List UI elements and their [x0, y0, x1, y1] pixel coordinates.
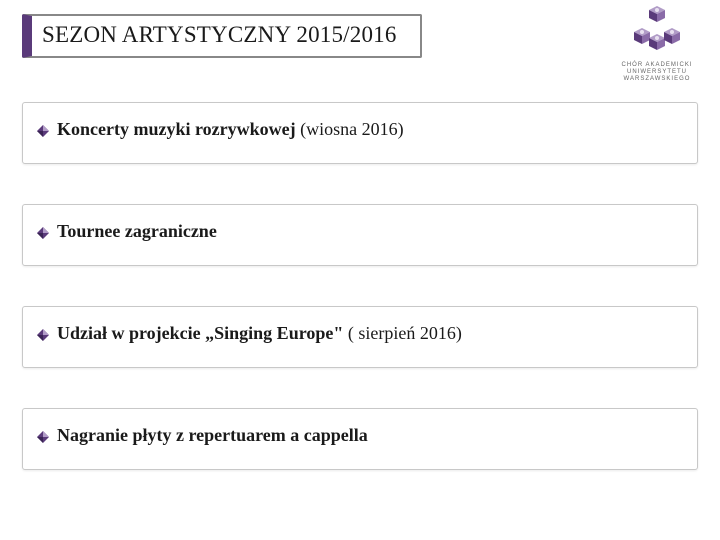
bullet-row: Koncerty muzyki rozrywkowej (wiosna 2016…	[37, 119, 683, 141]
item-text: Udział w projekcie „Singing Europe" ( si…	[57, 323, 462, 345]
list-item: Nagranie płyty z repertuarem a cappella	[22, 408, 698, 470]
bullet-row: Udział w projekcie „Singing Europe" ( si…	[37, 323, 683, 345]
diamond-bullet-icon	[37, 430, 49, 442]
item-bold: Udział w projekcie „Singing Europe"	[57, 323, 343, 343]
list-item: Koncerty muzyki rozrywkowej (wiosna 2016…	[22, 102, 698, 164]
item-text: Koncerty muzyki rozrywkowej (wiosna 2016…	[57, 119, 404, 141]
item-bold: Tournee zagraniczne	[57, 221, 217, 241]
logo-text: CHÓR AKADEMICKI UNIWERSYTETU WARSZAWSKIE…	[612, 62, 702, 84]
logo-line-3: WARSZAWSKIEGO	[612, 76, 702, 83]
item-text: Nagranie płyty z repertuarem a cappella	[57, 425, 368, 447]
diamond-bullet-icon	[37, 226, 49, 238]
diamond-bullet-icon	[37, 124, 49, 136]
page-title: SEZON ARTYSTYCZNY 2015/2016	[42, 22, 397, 47]
logo-cubes-icon	[612, 6, 702, 62]
bullet-row: Nagranie płyty z repertuarem a cappella	[37, 425, 683, 447]
item-text: Tournee zagraniczne	[57, 221, 217, 243]
item-rest: ( sierpień 2016)	[343, 323, 461, 343]
title-box: SEZON ARTYSTYCZNY 2015/2016	[22, 14, 422, 58]
logo: CHÓR AKADEMICKI UNIWERSYTETU WARSZAWSKIE…	[612, 6, 702, 84]
item-rest: (wiosna 2016)	[296, 119, 404, 139]
item-bold: Nagranie płyty z repertuarem a cappella	[57, 425, 368, 445]
logo-line-1: CHÓR AKADEMICKI	[612, 62, 702, 69]
logo-line-2: UNIWERSYTETU	[612, 69, 702, 76]
bullet-row: Tournee zagraniczne	[37, 221, 683, 243]
title-container: SEZON ARTYSTYCZNY 2015/2016	[22, 14, 422, 58]
list-item: Tournee zagraniczne	[22, 204, 698, 266]
list-item: Udział w projekcie „Singing Europe" ( si…	[22, 306, 698, 368]
item-bold: Koncerty muzyki rozrywkowej	[57, 119, 296, 139]
diamond-bullet-icon	[37, 328, 49, 340]
